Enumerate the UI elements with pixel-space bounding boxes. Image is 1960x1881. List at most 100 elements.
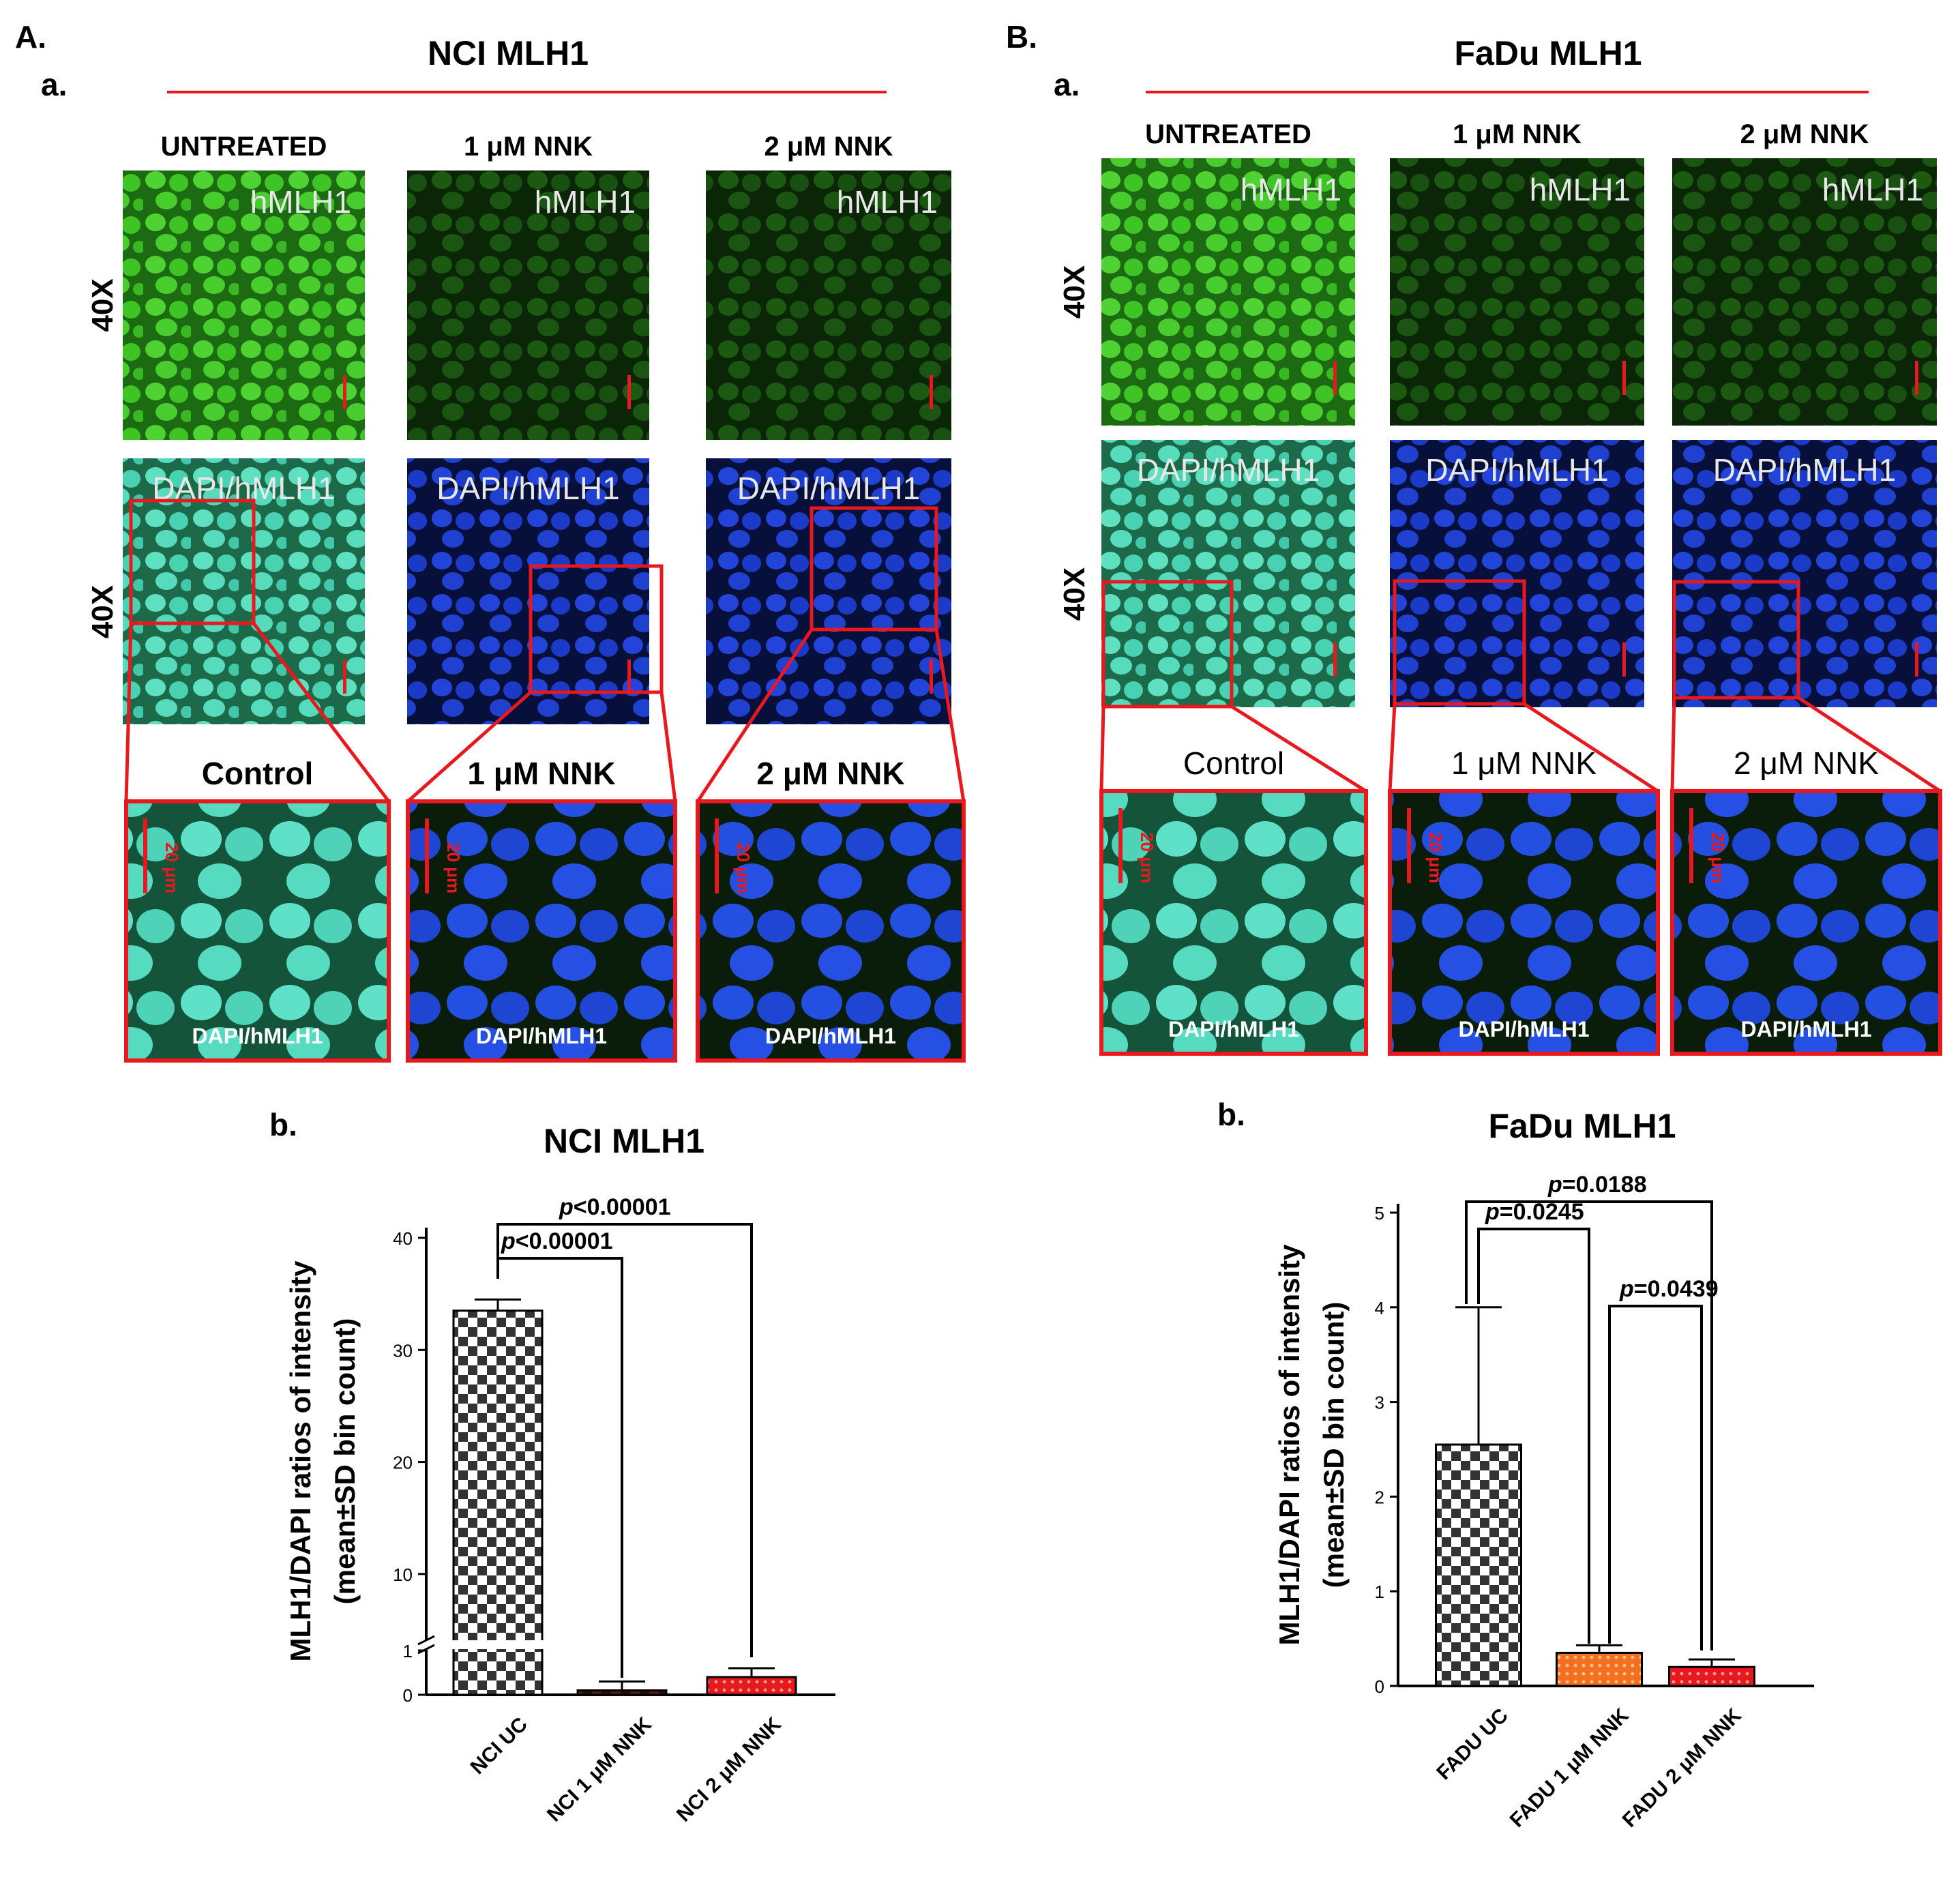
zoom-caption: DAPI/hMLH1	[765, 1024, 896, 1048]
zoom-label: 2 μM NNK	[1734, 745, 1879, 781]
scale-bar	[1333, 642, 1337, 677]
image-label: hMLH1	[1241, 172, 1341, 207]
zoom-micrograph	[1099, 789, 1368, 1056]
chart-title: FaDu MLH1	[1489, 1107, 1676, 1145]
zoom-callout-line	[124, 623, 133, 802]
zoom-micrograph	[696, 799, 966, 1063]
zoom-region-box	[1393, 579, 1526, 706]
scale-bar	[930, 375, 933, 409]
x-tick-label: NCI 1 μM NNK	[543, 1713, 656, 1826]
subpanel-label: b.	[269, 1107, 297, 1142]
significance-bracket	[1608, 1305, 1703, 1650]
significance-label: p=0.0245	[1485, 1199, 1584, 1225]
bar	[576, 1689, 668, 1696]
micrograph-dapi-hmlh1	[706, 458, 951, 724]
micrograph-hmlh1	[407, 171, 649, 440]
magnification-label: 40X	[86, 585, 119, 638]
panel-title: NCI MLH1	[428, 34, 589, 72]
y-tick-label: 10	[393, 1565, 413, 1585]
subpanel-label: b.	[1217, 1097, 1245, 1132]
zoom-label: 1 μM NNK	[1451, 745, 1597, 781]
panel-letter: B.	[1006, 19, 1037, 55]
micrograph-dapi-hmlh1	[1672, 440, 1937, 707]
zoom-micrograph	[124, 799, 391, 1063]
zoom-micrograph	[1388, 789, 1660, 1056]
axis-break-mark	[417, 1635, 435, 1646]
magnification-label: 40X	[1058, 567, 1091, 621]
y-tick-label: 30	[393, 1340, 413, 1361]
zoom-callout-line	[696, 628, 814, 803]
zoom-label: 2 μM NNK	[756, 756, 904, 791]
y-tick-label: 0	[403, 1685, 413, 1706]
scale-bar	[1915, 642, 1918, 677]
scale-bar-label: 20 μm	[162, 842, 182, 893]
scale-bar-label: 20 μm	[1425, 832, 1446, 883]
zoom-label: Control	[202, 756, 314, 791]
significance-bracket	[1477, 1228, 1590, 1644]
bar	[1668, 1665, 1755, 1687]
micrograph-hmlh1	[1672, 158, 1937, 426]
image-label: hMLH1	[837, 184, 938, 220]
panel-a: A. a. NCI MLH1 UNTREATED hMLH1 DAPI/hMLH1 Cont…	[15, 19, 966, 1063]
y-tick-label: 1	[1375, 1582, 1384, 1602]
micrograph-hmlh1	[1101, 158, 1355, 426]
scale-bar	[627, 375, 631, 409]
micrograph-hmlh1	[123, 171, 365, 440]
scale-bar	[425, 818, 429, 893]
y-axis-label: MLH1/DAPI ratios of intensity	[284, 1260, 316, 1662]
scale-bar	[1622, 642, 1626, 677]
scale-bar	[627, 660, 631, 694]
y-tick-label: 40	[393, 1228, 413, 1249]
zoom-label: 1 μM NNK	[467, 756, 615, 791]
bar	[1556, 1651, 1643, 1687]
zoom-callout-line	[1523, 702, 1659, 793]
zoom-caption: DAPI/hMLH1	[1168, 1017, 1299, 1041]
zoom-micrograph	[1670, 789, 1942, 1056]
image-label: DAPI/hMLH1	[1713, 452, 1896, 488]
significance-label: p<0.00001	[559, 1194, 671, 1220]
zoom-callout-line	[1230, 705, 1367, 793]
zoom-caption: DAPI/hMLH1	[1741, 1017, 1872, 1041]
panel-b: B. a. FaDu MLH1 UNTREATED hMLH1 DAPI/hMLH1 Con…	[1006, 19, 1942, 1056]
y-tick-label: 2	[1375, 1487, 1384, 1507]
micrograph-dapi-hmlh1	[1101, 440, 1355, 707]
x-tick-label: FADU UC	[1432, 1704, 1513, 1785]
micrograph-dapi-hmlh1	[123, 458, 365, 724]
scale-bar	[1915, 361, 1918, 395]
y-tick-label: 5	[1375, 1203, 1384, 1224]
image-label: DAPI/hMLH1	[1137, 452, 1320, 488]
zoom-callout-line	[1797, 696, 1942, 793]
zoom-callout-line	[659, 692, 677, 802]
zoom-callout-line	[934, 629, 966, 802]
image-label: hMLH1	[250, 184, 351, 220]
y-tick-label: 4	[1375, 1298, 1384, 1318]
x-tick-label: NCI 2 μM NNK	[672, 1713, 786, 1826]
zoom-region-box	[1672, 580, 1800, 700]
column-header: 2 μM NNK	[764, 132, 893, 162]
magnification-label: 40X	[86, 278, 119, 331]
micrograph-hmlh1	[706, 171, 951, 440]
scale-bar	[1689, 808, 1693, 883]
image-label: hMLH1	[535, 184, 636, 220]
image-label: DAPI/hMLH1	[1425, 452, 1608, 488]
scale-bar	[715, 818, 719, 893]
y-axis-label: MLH1/DAPI ratios of intensity	[1273, 1244, 1305, 1646]
scale-bar	[343, 375, 346, 409]
scale-bar-label: 20 μm	[1708, 832, 1728, 883]
scale-bar	[1333, 361, 1337, 395]
scale-bar	[343, 660, 346, 694]
y-tick-label: 20	[393, 1453, 413, 1473]
zoom-region-box	[810, 506, 938, 632]
zoom-label: Control	[1183, 745, 1284, 781]
significance-label: p=0.0439	[1619, 1276, 1719, 1302]
chart-title: NCI MLH1	[544, 1122, 704, 1160]
chart-fadu-mlh1: b. FaDu MLH1 MLH1/DAPI ratios of intensity…	[1217, 1097, 1814, 1832]
micrograph-dapi-hmlh1	[407, 458, 649, 724]
x-tick-label: FADU 2 μM NNK	[1618, 1704, 1746, 1831]
column-header: UNTREATED	[161, 132, 327, 162]
zoom-region-box	[1101, 580, 1234, 709]
significance-label: p<0.00001	[501, 1228, 613, 1254]
scale-bar-label: 20 μm	[443, 842, 464, 893]
column-header: 1 μM NNK	[1453, 119, 1582, 149]
zoom-callout-line	[1388, 703, 1397, 792]
